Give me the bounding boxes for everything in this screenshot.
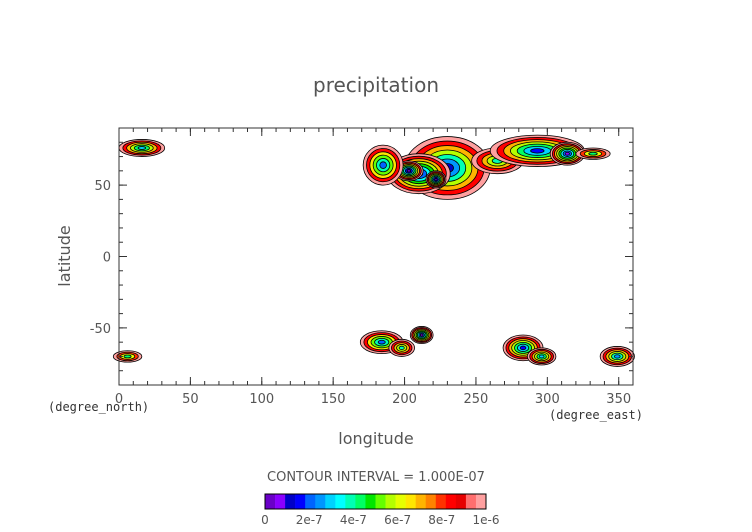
x-tick-label: 300 [535, 392, 560, 407]
colorbar-swatch [395, 494, 406, 509]
colorbar-swatch [445, 494, 457, 509]
precip-region-16 [112, 350, 143, 363]
colorbar: 0 2e-7 4e-7 6e-7 8e-7 1e-6 [261, 493, 500, 527]
contour-level [379, 161, 387, 169]
colorbar-swatch [275, 494, 286, 509]
colorbar-swatch [365, 494, 376, 509]
colorbar-frame [264, 493, 487, 510]
precip-region-7 [549, 141, 585, 166]
precip-region-12 [388, 338, 415, 357]
contour-level [564, 151, 570, 156]
colorbar-swatch [385, 494, 396, 509]
x-tick-label: 0 [115, 392, 123, 407]
x-tick-label: 200 [392, 392, 417, 407]
colorbar-swatch [345, 494, 356, 509]
contour-level [377, 339, 386, 345]
contour-level [406, 169, 412, 173]
contour-level [538, 354, 545, 359]
colorbar-swatch [355, 494, 366, 509]
colorbar-swatch [465, 494, 477, 509]
colorbar-tick-label: 4e-7 [340, 513, 367, 527]
precip-region-8 [575, 147, 611, 160]
contour-level [519, 345, 527, 351]
contour-level [123, 354, 132, 359]
y-axis-label: latitude [55, 225, 74, 286]
precip-region-11 [409, 326, 434, 344]
contour-level [137, 146, 147, 150]
x-tick-label: 100 [249, 392, 274, 407]
colorbar-swatch [305, 494, 316, 509]
colorbar-swatch [285, 494, 296, 509]
contour-field [112, 134, 635, 367]
colorbar-swatch [475, 494, 487, 509]
colorbar-tick-label: 2e-7 [296, 513, 323, 527]
colorbar-swatch [425, 494, 437, 509]
contour-level [614, 354, 621, 359]
x-tick-label: 150 [321, 392, 346, 407]
precip-region-9 [118, 139, 166, 157]
x-units-label: (degree_east) [549, 408, 643, 422]
colorbar-swatch [315, 494, 326, 509]
colorbar-swatch [455, 494, 467, 509]
y-tick-label: 0 [103, 251, 111, 266]
x-tick-label: 50 [182, 392, 199, 407]
colorbar-swatch [335, 494, 346, 509]
precip-region-14 [526, 347, 557, 366]
colorbar-tick-label: 1e-6 [473, 513, 500, 527]
precip-region-15 [599, 346, 635, 367]
contour-level [588, 151, 598, 156]
axis-ticks: 0 50 100 150 200 250 300 350 -50 0 50 [90, 128, 633, 407]
colorbar-swatch [325, 494, 336, 509]
colorbar-swatch [295, 494, 306, 509]
contour-interval-label: CONTOUR INTERVAL = 1.000E-07 [267, 470, 485, 485]
x-axis-label: longitude [338, 429, 413, 448]
y-tick-label: -50 [90, 322, 111, 337]
colorbar-swatch [375, 494, 386, 509]
x-tick-label: 350 [606, 392, 631, 407]
precip-region-13 [502, 334, 544, 362]
colorbar-swatch [405, 494, 416, 509]
contour-level [419, 333, 424, 337]
colorbar-tick-label: 0 [261, 513, 269, 527]
precip-region-4 [362, 144, 404, 186]
contour-level [434, 177, 438, 181]
colorbar-tick-label: 6e-7 [384, 513, 411, 527]
colorbar-tick-label: 8e-7 [428, 513, 455, 527]
y-tick-label: 50 [94, 179, 111, 194]
colorbar-swatch [265, 494, 276, 509]
chart-title: precipitation [313, 73, 439, 97]
x-tick-label: 250 [464, 392, 489, 407]
y-units-label: (degree_north) [48, 400, 149, 414]
contour-level [530, 148, 545, 154]
contour-level [398, 345, 405, 350]
colorbar-swatch [415, 494, 427, 509]
precip-region-3 [425, 170, 447, 189]
colorbar-swatch [435, 494, 447, 509]
